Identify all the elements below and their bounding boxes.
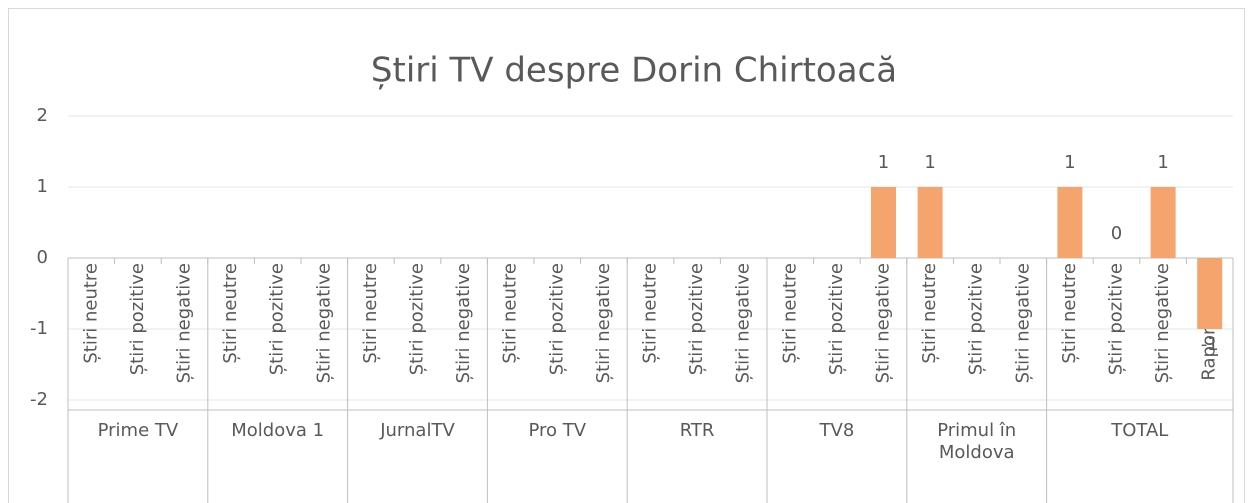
x-tick-label: Știri negative [593, 263, 614, 383]
chart-border [8, 8, 1245, 503]
x-tick-label: Știri negative [313, 263, 334, 383]
x-tick-label: Știri pozitive [966, 263, 987, 375]
bar [1197, 258, 1223, 329]
x-tick-label: Știri negative [453, 263, 474, 383]
group-label: Primul în Moldova [937, 420, 1017, 463]
group-label: TV8 [819, 420, 855, 441]
x-tick-label: Știri pozitive [686, 263, 707, 375]
x-tick-label: Știri neutre [220, 263, 241, 364]
bar [1057, 187, 1083, 258]
x-tick-label: Știri neutre [779, 263, 800, 364]
data-label: 1 [1157, 152, 1168, 173]
data-label: -1 [1201, 334, 1219, 355]
bar [871, 187, 896, 258]
x-tick-label: Știri negative [1152, 263, 1173, 383]
x-tick-label: Știri pozitive [407, 263, 428, 375]
group-label: JurnalTV [380, 420, 455, 441]
data-label: 0 [1111, 223, 1122, 244]
chart-title: Știri TV despre Dorin Chirtoacă [371, 51, 897, 91]
x-tick-label: Știri negative [873, 263, 894, 383]
x-tick-label: Știri pozitive [1106, 263, 1127, 375]
y-tick-label: -1 [30, 318, 48, 339]
data-label: 1 [924, 152, 935, 173]
x-tick-label: Știri pozitive [127, 263, 148, 375]
x-tick-label: Știri neutre [80, 263, 101, 364]
y-tick-label: 1 [37, 176, 48, 197]
group-label: Pro TV [528, 420, 587, 441]
group-label: Moldova 1 [231, 420, 325, 441]
x-tick-label: Știri pozitive [826, 263, 847, 375]
x-tick-label: Știri neutre [919, 263, 940, 364]
x-tick-label: Știri neutre [640, 263, 661, 364]
group-label: TOTAL [1111, 420, 1169, 441]
x-tick-label: Știri pozitive [546, 263, 567, 375]
x-tick-label: Știri negative [174, 263, 195, 383]
group-label: RTR [679, 420, 715, 441]
x-tick-label: Știri neutre [1059, 263, 1080, 364]
x-tick-label: Știri neutre [500, 263, 521, 364]
bar [917, 187, 943, 258]
data-label: 1 [878, 152, 889, 173]
x-tick-label: Știri negative [1012, 263, 1033, 383]
data-label: 1 [1064, 152, 1075, 173]
bar [1150, 187, 1176, 258]
y-tick-label: -2 [30, 389, 48, 410]
x-tick-label: Știri negative [733, 263, 754, 383]
y-tick-label: 2 [37, 105, 48, 126]
y-tick-label: 0 [37, 247, 48, 268]
group-label: Prime TV [97, 420, 179, 441]
x-tick-label: Știri neutre [360, 263, 381, 364]
x-tick-label: Știri pozitive [267, 263, 288, 375]
